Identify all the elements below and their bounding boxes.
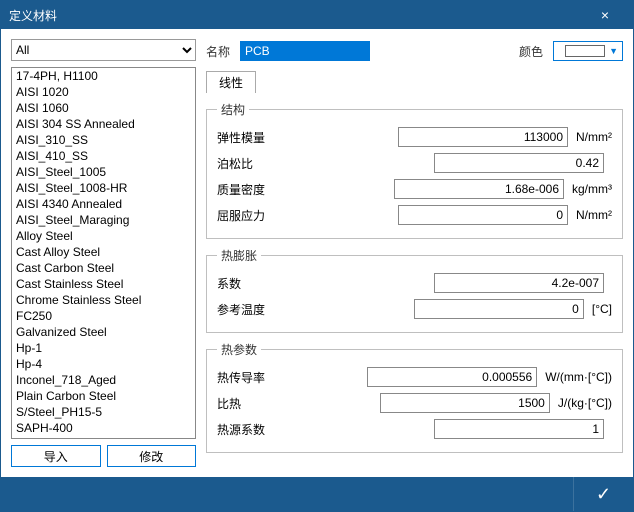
import-button[interactable]: 导入 <box>11 445 101 467</box>
specific-heat-unit: J/(kg·[°C]) <box>558 396 612 410</box>
left-button-row: 导入 修改 <box>11 445 196 467</box>
footer-bar: ✓ <box>1 477 633 511</box>
yield-input[interactable] <box>398 205 568 225</box>
conductivity-label: 热传导率 <box>217 369 295 386</box>
list-item[interactable]: Alloy Steel <box>12 228 195 244</box>
reference-temp-row: 参考温度 [°C] <box>217 296 612 322</box>
density-unit: kg/mm³ <box>572 182 612 196</box>
poisson-row: 泊松比 <box>217 150 612 176</box>
list-item[interactable]: AISI 1060 <box>12 100 195 116</box>
specific-heat-row: 比热 J/(kg·[°C]) <box>217 390 612 416</box>
list-item[interactable]: S/Steel_PH15-5 <box>12 404 195 420</box>
specific-heat-label: 比热 <box>217 395 295 412</box>
list-item[interactable]: Cast Alloy Steel <box>12 244 195 260</box>
conductivity-input[interactable] <box>367 367 537 387</box>
elastic-modulus-row: 弹性模量 N/mm² <box>217 124 612 150</box>
check-icon: ✓ <box>596 484 611 505</box>
reference-temp-unit: [°C] <box>592 302 612 316</box>
specific-heat-input[interactable] <box>380 393 550 413</box>
property-panels: 结构 弹性模量 N/mm² 泊松比 质量密度 <box>206 101 623 467</box>
material-list[interactable]: 17-4PH, H1100AISI 1020AISI 1060AISI 304 … <box>11 67 196 439</box>
density-row: 质量密度 kg/mm³ <box>217 176 612 202</box>
list-item[interactable]: Hp-4 <box>12 356 195 372</box>
group-thermal-expansion: 热膨胀 系数 参考温度 [°C] <box>206 247 623 333</box>
name-color-row: 名称 颜色 ▼ <box>206 39 623 63</box>
list-item[interactable]: Hp-1 <box>12 340 195 356</box>
color-label: 颜色 <box>519 43 543 60</box>
conductivity-row: 热传导率 W/(mm·[°C]) <box>217 364 612 390</box>
list-item[interactable]: Inconel_718_Aged <box>12 372 195 388</box>
group-thermal: 热参数 热传导率 W/(mm·[°C]) 比热 J/(kg·[°C]) <box>206 341 623 453</box>
right-panel: 名称 颜色 ▼ 线性 结构 弹性模量 <box>206 39 623 467</box>
content-area: All 17-4PH, H1100AISI 1020AISI 1060AISI … <box>1 29 633 477</box>
list-item[interactable]: FC250 <box>12 308 195 324</box>
yield-unit: N/mm² <box>576 208 612 222</box>
list-item[interactable]: Plain Carbon Steel <box>12 388 195 404</box>
tab-linear[interactable]: 线性 <box>206 71 256 93</box>
list-item[interactable]: Galvanized Steel <box>12 324 195 340</box>
chevron-down-icon: ▼ <box>609 46 618 56</box>
name-label: 名称 <box>206 43 230 60</box>
color-swatch <box>565 45 605 57</box>
left-panel: All 17-4PH, H1100AISI 1020AISI 1060AISI … <box>11 39 196 467</box>
group-thermal-expansion-legend: 热膨胀 <box>217 247 261 264</box>
yield-row: 屈服应力 N/mm² <box>217 202 612 228</box>
elastic-modulus-unit: N/mm² <box>576 130 612 144</box>
expansion-coeff-label: 系数 <box>217 275 295 292</box>
poisson-input[interactable] <box>434 153 604 173</box>
list-item[interactable]: AISI 1020 <box>12 84 195 100</box>
heat-source-coeff-row: 热源系数 <box>217 416 612 442</box>
group-structure-legend: 结构 <box>217 101 249 118</box>
window-title: 定义材料 <box>9 7 585 24</box>
yield-label: 屈服应力 <box>217 207 295 224</box>
material-name-input[interactable] <box>240 41 370 61</box>
list-item[interactable]: AISI_Steel_1008-HR <box>12 180 195 196</box>
heat-source-coeff-label: 热源系数 <box>217 421 295 438</box>
material-dialog: 定义材料 × All 17-4PH, H1100AISI 1020AISI 10… <box>0 0 634 512</box>
titlebar: 定义材料 × <box>1 1 633 29</box>
reference-temp-input[interactable] <box>414 299 584 319</box>
list-item[interactable]: AISI_410_SS <box>12 148 195 164</box>
close-icon[interactable]: × <box>585 7 625 23</box>
density-label: 质量密度 <box>217 181 295 198</box>
conductivity-unit: W/(mm·[°C]) <box>545 370 612 384</box>
elastic-modulus-input[interactable] <box>398 127 568 147</box>
list-item[interactable]: AISI_Steel_Maraging <box>12 212 195 228</box>
expansion-coeff-input[interactable] <box>434 273 604 293</box>
color-picker-button[interactable]: ▼ <box>553 41 623 61</box>
list-item[interactable]: AISI_310_SS <box>12 132 195 148</box>
modify-button[interactable]: 修改 <box>107 445 197 467</box>
density-input[interactable] <box>394 179 564 199</box>
list-item[interactable]: SAPH-400 <box>12 420 195 436</box>
list-item[interactable]: AISI_Steel_1005 <box>12 164 195 180</box>
list-item[interactable]: 17-4PH, H1100 <box>12 68 195 84</box>
list-item[interactable]: AISI 4340 Annealed <box>12 196 195 212</box>
heat-source-coeff-input[interactable] <box>434 419 604 439</box>
ok-button[interactable]: ✓ <box>573 477 633 511</box>
group-thermal-legend: 热参数 <box>217 341 261 358</box>
group-structure: 结构 弹性模量 N/mm² 泊松比 质量密度 <box>206 101 623 239</box>
list-item[interactable]: Cast Stainless Steel <box>12 276 195 292</box>
expansion-coeff-row: 系数 <box>217 270 612 296</box>
list-item[interactable]: AISI 304 SS Annealed <box>12 116 195 132</box>
tab-strip: 线性 <box>206 71 623 93</box>
list-item[interactable]: Cast Carbon Steel <box>12 260 195 276</box>
reference-temp-label: 参考温度 <box>217 301 295 318</box>
category-filter[interactable]: All <box>11 39 196 61</box>
poisson-label: 泊松比 <box>217 155 295 172</box>
list-item[interactable]: Chrome Stainless Steel <box>12 292 195 308</box>
elastic-modulus-label: 弹性模量 <box>217 129 295 146</box>
